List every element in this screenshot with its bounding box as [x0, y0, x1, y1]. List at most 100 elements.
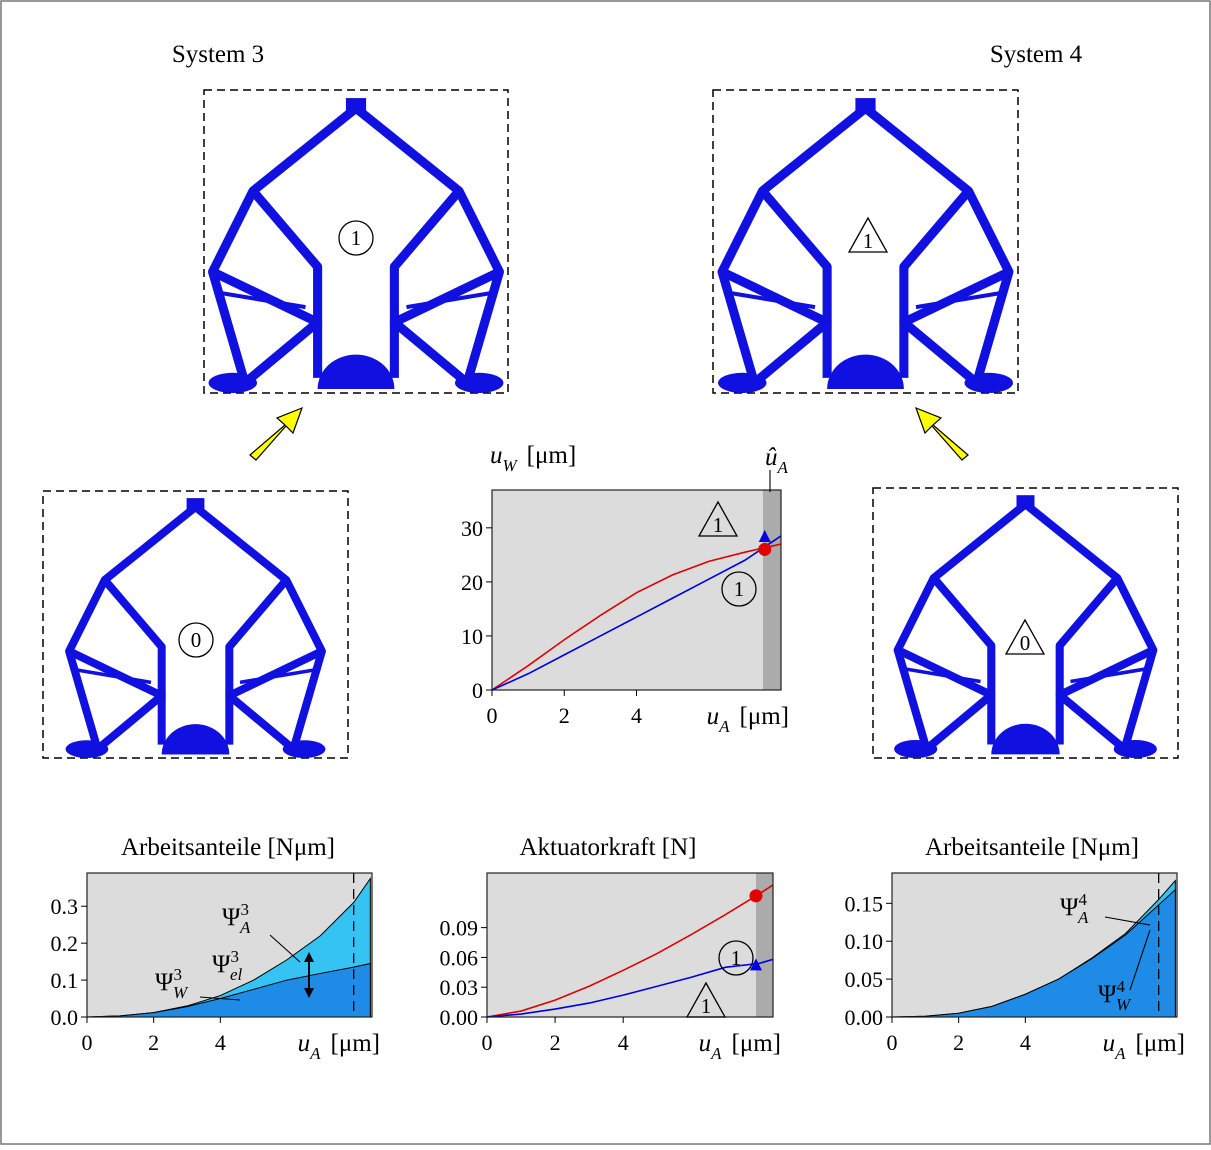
- shaded-region: [762, 490, 781, 690]
- x-tick-label: 4: [618, 1030, 629, 1055]
- y-tick-label: 0.1: [51, 968, 79, 993]
- annotation-sub: el: [230, 965, 243, 984]
- arrow: [249, 406, 969, 461]
- x-axis-label-main: u: [707, 703, 720, 730]
- el-arrowhead: [304, 952, 314, 962]
- annotation-sub: A: [239, 918, 251, 937]
- y-tick-label: 0.00: [440, 1005, 479, 1030]
- y-axis-label-sub: W: [503, 456, 519, 475]
- annotation: ûA: [765, 444, 789, 477]
- line: [486, 884, 774, 1018]
- label-text: 1: [734, 577, 745, 601]
- y-tick-label: 0: [472, 678, 483, 703]
- el-arrowhead: [304, 988, 314, 998]
- area: [86, 962, 371, 1018]
- x-tick-label: 2: [559, 703, 570, 728]
- annotation: Ψ3 el: [212, 947, 242, 984]
- shaded-region: [755, 873, 773, 1017]
- chart-title: Arbeitsanteile [Nμm]: [925, 834, 1139, 861]
- label-circle: [178, 622, 214, 658]
- x-tick-label: 4: [631, 703, 642, 728]
- y-tick-label: 20: [461, 570, 483, 595]
- label-text: 1: [701, 994, 712, 1018]
- y-tick-label: 0.00: [845, 1005, 884, 1030]
- annotation-main: Ψ: [155, 969, 174, 996]
- chart-title: Aktuatorkraft [N]: [519, 834, 696, 861]
- y-tick-label: 0.06: [440, 945, 479, 970]
- area: [891, 888, 1176, 1018]
- y-tick-label: 0.2: [51, 931, 79, 956]
- x-axis-label-sub: A: [718, 717, 730, 736]
- annotation-sub: W: [1116, 995, 1132, 1014]
- x-tick-label: 4: [215, 1030, 226, 1055]
- label-text: 1: [863, 229, 874, 253]
- system-title: System 3: [172, 41, 264, 68]
- annotation-sub: W: [173, 983, 189, 1002]
- annotation-sub: A: [777, 458, 789, 477]
- annotation: Ψ4 A: [1060, 890, 1089, 927]
- y-tick-label: 0.09: [440, 916, 479, 941]
- label-circle: [338, 220, 374, 256]
- plot-background: [487, 873, 773, 1017]
- marker: [758, 542, 772, 556]
- x-tick-label: 0: [82, 1030, 93, 1055]
- annotation-main: Ψ: [222, 904, 241, 931]
- x-axis-label: uA [μm]: [1103, 1030, 1185, 1063]
- leader-line: [1129, 929, 1151, 991]
- annotation-sup: 4: [1078, 890, 1087, 909]
- x-tick-label: 4: [1020, 1030, 1031, 1055]
- y-tick-label: 0.0: [51, 1005, 79, 1030]
- marker: [749, 889, 763, 903]
- y-tick-label: 0.3: [51, 894, 79, 919]
- x-axis-label: uA [μm]: [707, 703, 789, 736]
- line: [491, 543, 782, 691]
- y-tick-label: 0.15: [845, 891, 884, 916]
- annotation-main: Ψ: [1060, 894, 1079, 921]
- annotation-sup: 3: [230, 947, 239, 966]
- x-tick-label: 0: [482, 1030, 493, 1055]
- y-tick-label: 0.03: [440, 975, 479, 1000]
- label-circle: [721, 571, 757, 607]
- annotation: Ψ4 W: [1098, 977, 1132, 1014]
- x-axis-label-unit: [μm]: [331, 1030, 381, 1057]
- y-axis-label-main: u: [490, 442, 503, 469]
- leader-line: [1104, 916, 1151, 926]
- x-axis-label-main: u: [1103, 1030, 1116, 1057]
- x-tick-label: 0: [887, 1030, 898, 1055]
- annotation-sup: 4: [1116, 977, 1125, 996]
- structure: [42, 89, 1179, 759]
- chart-title: Arbeitsanteile [Nμm]: [121, 834, 335, 861]
- line: [486, 958, 774, 1018]
- x-axis-label-unit: [μm]: [740, 703, 790, 730]
- x-axis-label-sub: A: [309, 1044, 321, 1063]
- x-tick-label: 2: [953, 1030, 964, 1055]
- label-triangle: [685, 981, 727, 1018]
- annotation-sup: 3: [240, 900, 249, 919]
- label-text: 0: [191, 628, 202, 652]
- x-tick-label: 0: [487, 703, 498, 728]
- label-text: 1: [713, 513, 724, 537]
- x-tick-label: 2: [550, 1030, 561, 1055]
- x-axis-label-main: u: [298, 1030, 311, 1057]
- label-triangle: [847, 216, 889, 253]
- label-triangle: [697, 500, 739, 537]
- annotation-main: Ψ: [212, 951, 231, 978]
- x-axis-label-sub: A: [1114, 1044, 1126, 1063]
- y-tick-label: 10: [461, 624, 483, 649]
- x-axis-label-unit: [μm]: [1136, 1030, 1186, 1057]
- y-tick-label: 30: [461, 516, 483, 541]
- system-title: System 4: [990, 41, 1083, 68]
- x-tick-label: 2: [148, 1030, 159, 1055]
- label-circle: [718, 940, 754, 976]
- annotation-main: û: [765, 444, 778, 471]
- y-tick-label: 0.05: [845, 967, 884, 992]
- label-text: 0: [1020, 631, 1031, 655]
- x-axis-label: uA [μm]: [699, 1030, 781, 1063]
- annotation-sup: 3: [173, 965, 182, 984]
- annotation-main: Ψ: [1098, 981, 1117, 1008]
- line: [491, 535, 782, 691]
- x-axis-label-main: u: [699, 1030, 712, 1057]
- marker: [758, 530, 771, 543]
